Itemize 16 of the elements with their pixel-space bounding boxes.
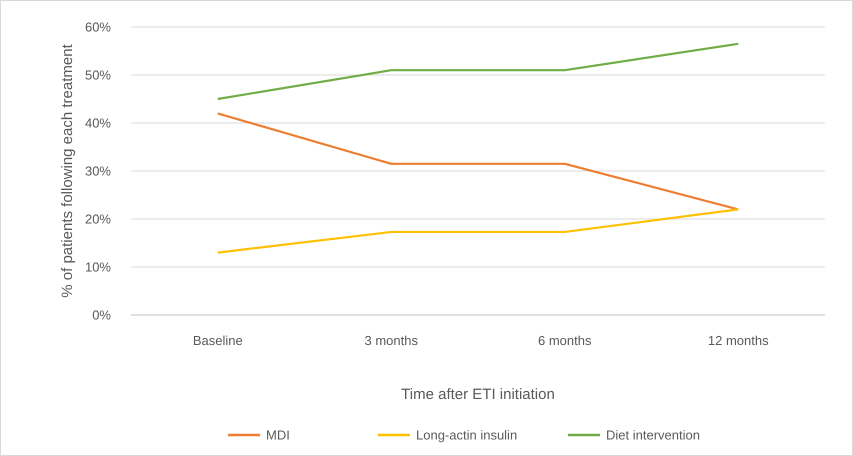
- y-tick-label: 30%: [84, 164, 112, 179]
- x-axis-title: Time after ETI initiation: [401, 386, 555, 403]
- y-axis-title: % of patients following each treatment: [59, 43, 76, 298]
- legend-label: MDI: [266, 428, 290, 443]
- y-tick-label: 60%: [84, 20, 112, 35]
- legend-label: Diet intervention: [606, 428, 700, 443]
- y-tick-label: 40%: [84, 116, 112, 131]
- x-tick-label: 6 months: [538, 333, 592, 348]
- legend-label: Long-actin insulin: [416, 428, 518, 443]
- x-tick-label: Baseline: [192, 333, 243, 348]
- x-tick-label: 3 months: [364, 333, 418, 348]
- y-tick-label: 10%: [84, 260, 112, 275]
- y-tick-label: 0%: [92, 308, 112, 323]
- x-tick-label: 12 months: [708, 333, 770, 348]
- y-tick-label: 20%: [84, 212, 112, 227]
- y-tick-label: 50%: [84, 68, 112, 83]
